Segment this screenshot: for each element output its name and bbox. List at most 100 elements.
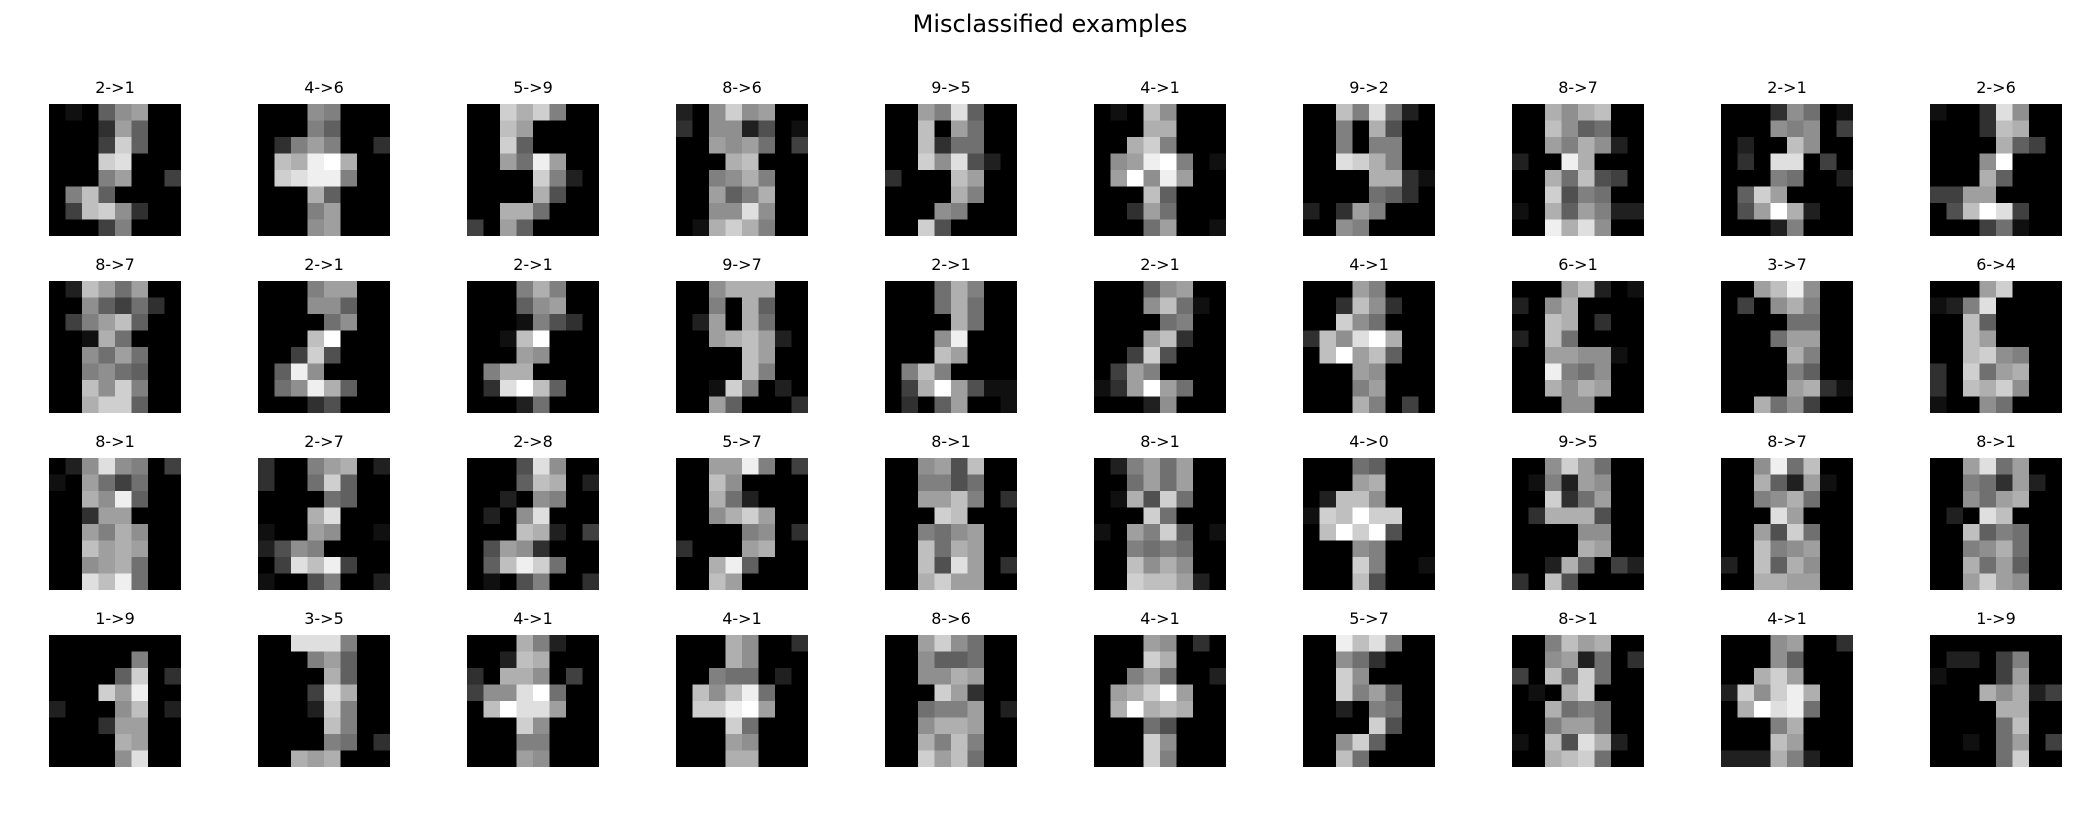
pixel — [1770, 458, 1787, 475]
pixel — [582, 153, 599, 170]
pixel — [1336, 491, 1353, 508]
pixel — [307, 281, 324, 298]
pixel — [1721, 668, 1738, 685]
pixel — [340, 507, 357, 524]
pixel — [1352, 684, 1369, 701]
pixel — [1627, 684, 1644, 701]
pixel — [1836, 396, 1853, 413]
pixel — [115, 137, 132, 154]
pixel — [934, 153, 951, 170]
pixel — [500, 557, 517, 574]
pixel — [1352, 104, 1369, 121]
pixel — [566, 153, 583, 170]
pixel — [1627, 153, 1644, 170]
pixel — [2012, 314, 2029, 331]
pixel — [967, 557, 984, 574]
pixel — [984, 507, 1001, 524]
pixel — [566, 347, 583, 364]
pixel — [1143, 524, 1160, 541]
pixel — [1336, 104, 1353, 121]
pixel — [1303, 524, 1320, 541]
pixel — [549, 524, 566, 541]
pixel — [65, 717, 82, 734]
pixel — [1545, 668, 1562, 685]
pixel — [967, 297, 984, 314]
panel-label: 4->6 — [304, 78, 344, 97]
pixel — [2012, 104, 2029, 121]
pixel — [934, 137, 951, 154]
pixel — [467, 170, 484, 187]
pixel — [1803, 330, 1820, 347]
pixel — [1110, 104, 1127, 121]
pixel — [1209, 474, 1226, 491]
pixel — [516, 734, 533, 751]
pixel — [164, 557, 181, 574]
pixel — [1209, 363, 1226, 380]
pixel — [1127, 219, 1144, 236]
pixel — [1303, 458, 1320, 475]
pixel — [1352, 668, 1369, 685]
pixel — [1176, 363, 1193, 380]
pixel — [115, 219, 132, 236]
pixel — [709, 170, 726, 187]
pixel — [791, 573, 808, 590]
pixel — [357, 684, 374, 701]
pixel — [934, 734, 951, 751]
pixel — [1303, 219, 1320, 236]
pixel — [1946, 524, 1963, 541]
pixel — [1094, 120, 1111, 137]
pixel — [1528, 557, 1545, 574]
pixel — [1528, 750, 1545, 767]
pixel — [1561, 153, 1578, 170]
pixel — [1545, 396, 1562, 413]
pixel — [582, 170, 599, 187]
pixel — [1127, 347, 1144, 364]
pixel — [2045, 651, 2062, 668]
pixel — [1319, 104, 1336, 121]
pixel — [1561, 524, 1578, 541]
pixel — [984, 104, 1001, 121]
pixel — [1336, 540, 1353, 557]
pixel — [1110, 651, 1127, 668]
pixel — [1754, 314, 1771, 331]
pixel — [2029, 635, 2046, 652]
pixel — [1611, 491, 1628, 508]
pixel — [758, 314, 775, 331]
pixel — [1946, 717, 1963, 734]
pixel — [1160, 458, 1177, 475]
pixel — [148, 396, 165, 413]
pixel — [1963, 717, 1980, 734]
pixel — [2045, 104, 2062, 121]
pixel — [1193, 170, 1210, 187]
pixel — [148, 573, 165, 590]
pixel — [566, 524, 583, 541]
pixel — [533, 120, 550, 137]
pixel — [1402, 396, 1419, 413]
pixel — [324, 137, 341, 154]
pixel — [1528, 668, 1545, 685]
pixel — [934, 557, 951, 574]
pixel — [918, 281, 935, 298]
pixel — [1385, 297, 1402, 314]
pixel — [1836, 474, 1853, 491]
pixel — [1143, 701, 1160, 718]
pixel — [373, 104, 390, 121]
pixel — [582, 750, 599, 767]
digit-image — [885, 104, 1017, 236]
pixel — [1996, 363, 2013, 380]
pixel — [115, 458, 132, 475]
pixel — [918, 491, 935, 508]
pixel — [1127, 363, 1144, 380]
pixel — [82, 540, 99, 557]
panel-label: 2->1 — [1140, 255, 1180, 274]
pixel — [692, 186, 709, 203]
pixel — [2012, 186, 2029, 203]
pixel — [791, 750, 808, 767]
pixel — [164, 347, 181, 364]
pixel — [1836, 120, 1853, 137]
pixel — [500, 684, 517, 701]
pixel — [467, 635, 484, 652]
pixel — [758, 281, 775, 298]
pixel — [500, 668, 517, 685]
pixel — [1094, 219, 1111, 236]
